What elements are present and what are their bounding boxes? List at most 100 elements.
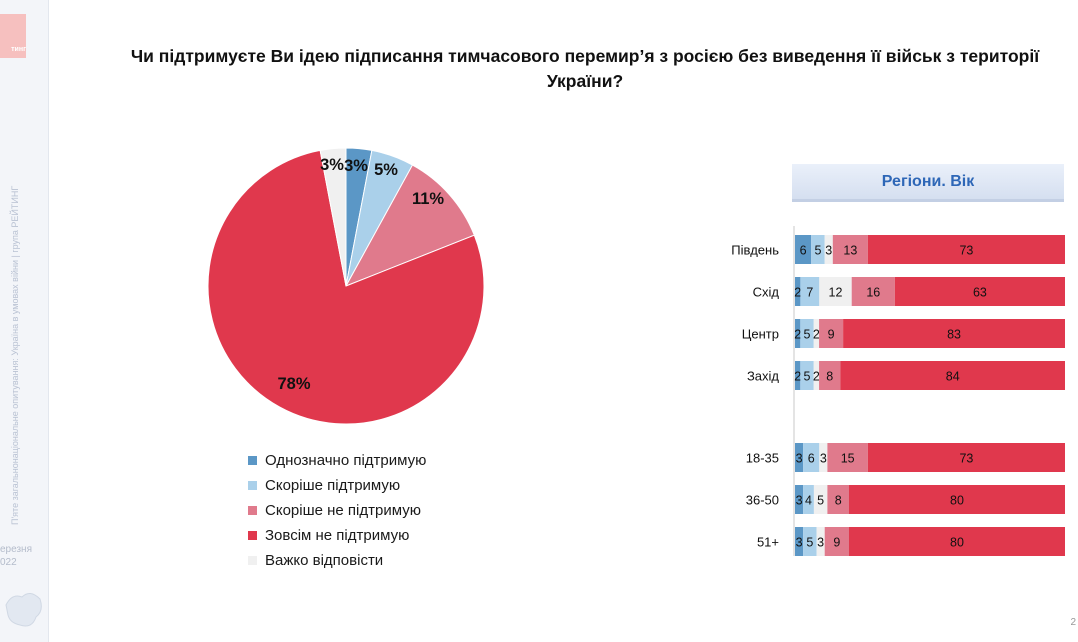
bar-segment-label: 16 <box>866 286 880 300</box>
bar-segment-label: 5 <box>806 536 813 550</box>
legend-label: Однозначно підтримую <box>265 452 427 469</box>
pie-slice-label: 3% <box>344 157 368 175</box>
bar-segment <box>816 527 825 556</box>
bar-segment-label: 9 <box>828 328 835 342</box>
bar-row-label: 18-35 <box>746 451 779 466</box>
bar-segment-label: 5 <box>814 244 821 258</box>
bar-segment <box>819 443 828 472</box>
bar-segment <box>795 277 801 306</box>
ukraine-map-icon <box>5 593 42 627</box>
side-date-line1: ерезня <box>0 544 32 555</box>
bar-segment <box>894 277 1065 306</box>
bar-segment-label: 8 <box>826 370 833 384</box>
legend-item: Зовсім не підтримую <box>248 523 426 548</box>
pie-slice-label: 3% <box>320 156 344 174</box>
bar-segment <box>795 485 804 514</box>
bar-segment <box>800 319 814 348</box>
bar-segment <box>803 485 814 514</box>
side-date: ерезня 022 <box>0 543 46 569</box>
bar-segment-label: 80 <box>950 536 964 550</box>
legend-label: Скоріше підтримую <box>265 477 401 494</box>
bar-segment-label: 73 <box>959 452 973 466</box>
pie-slice-label: 5% <box>374 161 398 179</box>
bar-segment <box>827 485 849 514</box>
side-date-line2: 022 <box>0 557 17 568</box>
pie-legend: Однозначно підтримую Скоріше підтримую Ско… <box>248 448 426 573</box>
pie-slice-label: 78% <box>277 375 310 393</box>
legend-item: Важко відповісти <box>248 548 426 573</box>
bar-segment <box>819 277 852 306</box>
bar-segment <box>795 443 804 472</box>
bar-chart-title: Регіони. Вік <box>792 164 1064 202</box>
bar-segment <box>803 527 817 556</box>
bar-row-label: Центр <box>742 327 779 342</box>
bar-segment-label: 9 <box>833 536 840 550</box>
bar-segment <box>819 319 844 348</box>
bar-segment-label: 84 <box>946 370 960 384</box>
bar-segment <box>800 361 814 390</box>
bar-segment-label: 4 <box>805 494 812 508</box>
bar-segment <box>867 235 1065 264</box>
side-caption: П'яте загальнонаціональне опитування: Ук… <box>10 185 20 525</box>
bar-segment <box>795 527 804 556</box>
legend-swatch <box>248 506 257 515</box>
bar-segment-label: 5 <box>804 328 811 342</box>
bar-segment <box>840 361 1065 390</box>
bar-segment <box>795 235 812 264</box>
pie-slice <box>344 164 475 287</box>
bar-segment <box>819 361 841 390</box>
bar-segment <box>800 277 820 306</box>
legend-item: Скоріше не підтримую <box>248 498 426 523</box>
bar-segment-label: 80 <box>950 494 964 508</box>
bar-segment-label: 2 <box>794 370 801 384</box>
bar-segment-label: 12 <box>829 286 843 300</box>
bar-segment-label: 13 <box>843 244 857 258</box>
bar-segment-label: 63 <box>973 286 987 300</box>
bar-row-label: 51+ <box>757 535 779 550</box>
bar-segment <box>813 319 820 348</box>
bar-segment-label: 2 <box>794 328 801 342</box>
bar-segment <box>803 443 820 472</box>
bar-segment-label: 3 <box>825 244 832 258</box>
bar-segment-label: 7 <box>806 286 813 300</box>
legend-label: Скоріше не підтримую <box>265 502 421 519</box>
bar-segment-label: 5 <box>804 370 811 384</box>
bar-segment-label: 2 <box>813 370 820 384</box>
bar-segment-label: 15 <box>841 452 855 466</box>
bar-row-label: Південь <box>731 243 779 258</box>
bar-row-label: Схід <box>753 285 780 300</box>
logo-text: тинг <box>11 46 26 53</box>
pie-slice-label: 11% <box>412 190 444 208</box>
bar-segment-label: 3 <box>796 536 803 550</box>
legend-label: Важко відповісти <box>265 552 384 569</box>
bar-segment-label: 2 <box>813 328 820 342</box>
bar-segment <box>824 527 849 556</box>
legend-item: Однозначно підтримую <box>248 448 426 473</box>
bar-segment-label: 3 <box>817 536 824 550</box>
bar-segment <box>849 485 1065 514</box>
chart-title: Чи підтримуєте Ви ідею підписання тимчас… <box>130 46 1040 91</box>
page-number: 2 <box>1070 617 1076 628</box>
bar-segment <box>849 527 1065 556</box>
bar-segment <box>867 443 1065 472</box>
brand-logo <box>0 14 26 58</box>
bar-segment-label: 2 <box>794 286 801 300</box>
bar-segment <box>813 361 820 390</box>
bar-segment <box>827 443 868 472</box>
bar-segment-label: 83 <box>947 328 961 342</box>
left-sidebar-strip: тинг П'яте загальнонаціональне опитуванн… <box>0 0 49 642</box>
bar-row-label: 36-50 <box>746 493 779 508</box>
legend-swatch <box>248 456 257 465</box>
bar-row-label: Захід <box>747 369 779 384</box>
bar-segment <box>795 361 801 390</box>
bar-segment-label: 3 <box>820 452 827 466</box>
pie-slice <box>207 149 485 425</box>
bar-segment-label: 6 <box>808 452 815 466</box>
bar-segment <box>813 485 828 514</box>
pie-chart: 3% 5% 11% 78% 3% <box>207 147 485 425</box>
legend-label: Зовсім не підтримую <box>265 527 410 544</box>
bar-segment <box>795 319 801 348</box>
bar-segment-label: 3 <box>796 452 803 466</box>
bar-segment-label: 5 <box>817 494 824 508</box>
